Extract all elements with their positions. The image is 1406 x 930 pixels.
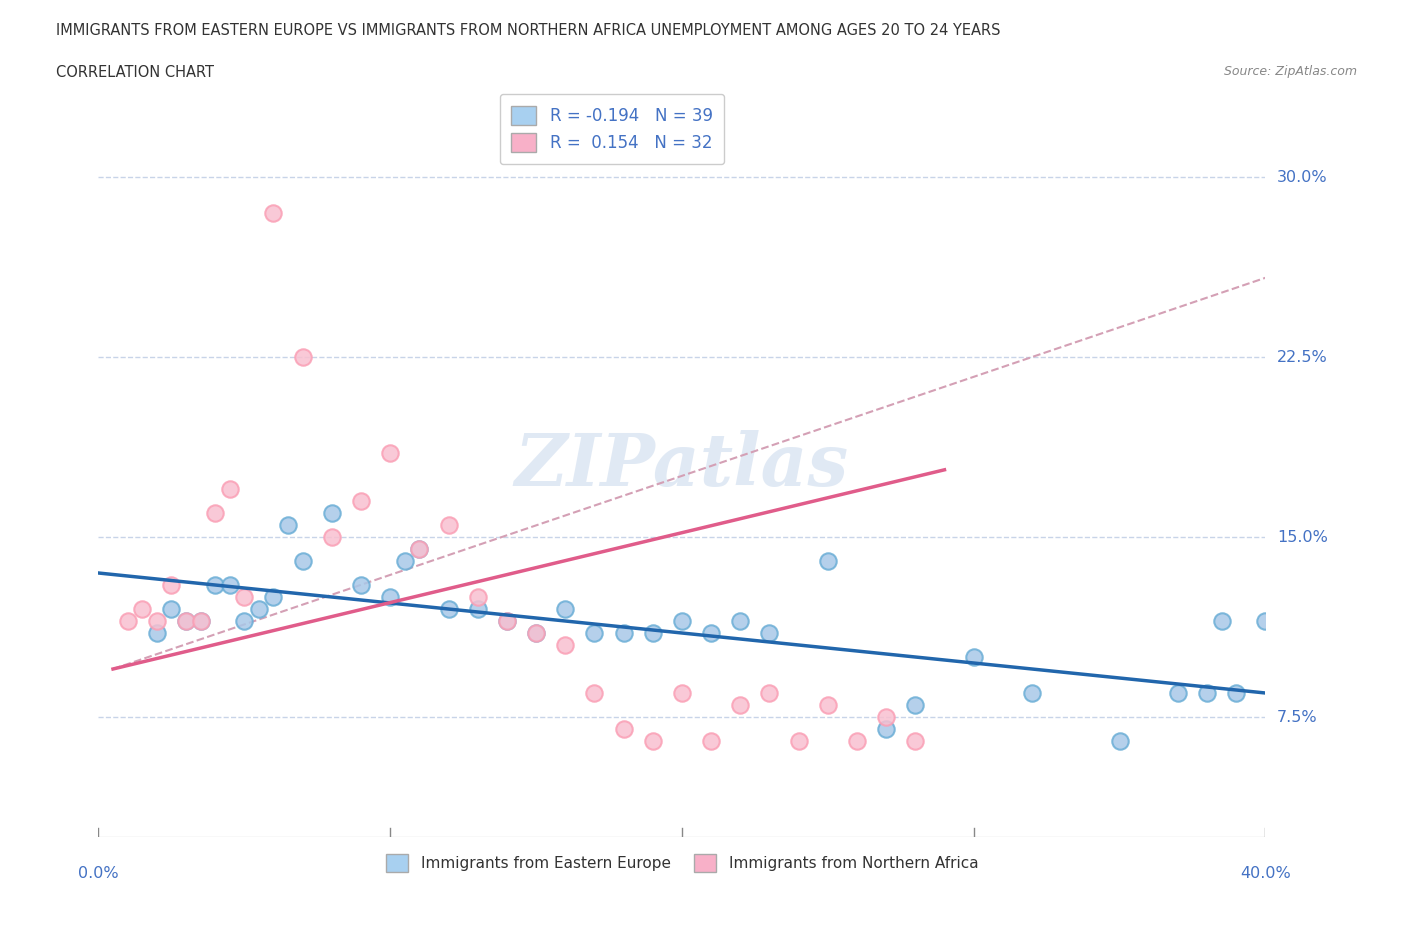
Point bbox=[554, 638, 576, 653]
Point bbox=[467, 602, 489, 617]
Point bbox=[233, 590, 256, 604]
Text: 7.5%: 7.5% bbox=[1277, 710, 1317, 724]
Point bbox=[671, 614, 693, 629]
Point bbox=[247, 602, 270, 617]
Point bbox=[1021, 685, 1043, 700]
Point bbox=[1108, 734, 1130, 749]
Point bbox=[1225, 685, 1247, 700]
Point bbox=[408, 541, 430, 556]
Point bbox=[758, 685, 780, 700]
Point bbox=[146, 614, 169, 629]
Point bbox=[904, 698, 927, 712]
Point bbox=[160, 602, 183, 617]
Point bbox=[291, 553, 314, 568]
Point bbox=[321, 506, 343, 521]
Point bbox=[524, 626, 547, 641]
Point bbox=[1211, 614, 1233, 629]
Point bbox=[117, 614, 139, 629]
Point bbox=[350, 578, 373, 592]
Point bbox=[262, 206, 284, 220]
Text: 30.0%: 30.0% bbox=[1277, 169, 1327, 184]
Point bbox=[641, 734, 664, 749]
Point bbox=[875, 722, 897, 737]
Point bbox=[380, 590, 402, 604]
Point bbox=[174, 614, 197, 629]
Point bbox=[321, 529, 343, 544]
Point bbox=[583, 685, 606, 700]
Point bbox=[131, 602, 153, 617]
Point bbox=[730, 698, 752, 712]
Point bbox=[204, 506, 226, 521]
Point bbox=[437, 602, 460, 617]
Point bbox=[671, 685, 693, 700]
Point bbox=[380, 445, 402, 460]
Text: 40.0%: 40.0% bbox=[1240, 866, 1291, 881]
Text: 15.0%: 15.0% bbox=[1277, 529, 1327, 544]
Text: ZIPatlas: ZIPatlas bbox=[515, 430, 849, 500]
Point bbox=[817, 698, 839, 712]
Point bbox=[496, 614, 519, 629]
Point bbox=[291, 350, 314, 365]
Text: Source: ZipAtlas.com: Source: ZipAtlas.com bbox=[1223, 65, 1357, 78]
Point bbox=[758, 626, 780, 641]
Text: 22.5%: 22.5% bbox=[1277, 350, 1327, 365]
Point bbox=[218, 482, 240, 497]
Point bbox=[817, 553, 839, 568]
Point bbox=[174, 614, 197, 629]
Point bbox=[437, 518, 460, 533]
Point bbox=[554, 602, 576, 617]
Point bbox=[204, 578, 226, 592]
Point bbox=[1167, 685, 1189, 700]
Text: IMMIGRANTS FROM EASTERN EUROPE VS IMMIGRANTS FROM NORTHERN AFRICA UNEMPLOYMENT A: IMMIGRANTS FROM EASTERN EUROPE VS IMMIGR… bbox=[56, 23, 1001, 38]
Point bbox=[612, 722, 634, 737]
Point bbox=[583, 626, 606, 641]
Point bbox=[233, 614, 256, 629]
Legend: Immigrants from Eastern Europe, Immigrants from Northern Africa: Immigrants from Eastern Europe, Immigran… bbox=[380, 848, 984, 878]
Point bbox=[218, 578, 240, 592]
Point bbox=[190, 614, 212, 629]
Point bbox=[1195, 685, 1218, 700]
Point bbox=[700, 626, 723, 641]
Point bbox=[146, 626, 169, 641]
Point bbox=[846, 734, 869, 749]
Point bbox=[277, 518, 299, 533]
Point bbox=[190, 614, 212, 629]
Point bbox=[262, 590, 284, 604]
Point bbox=[467, 590, 489, 604]
Text: 0.0%: 0.0% bbox=[79, 866, 118, 881]
Point bbox=[700, 734, 723, 749]
Point bbox=[496, 614, 519, 629]
Point bbox=[160, 578, 183, 592]
Point bbox=[787, 734, 810, 749]
Point bbox=[350, 494, 373, 509]
Point bbox=[612, 626, 634, 641]
Point bbox=[524, 626, 547, 641]
Point bbox=[904, 734, 927, 749]
Point bbox=[408, 541, 430, 556]
Point bbox=[641, 626, 664, 641]
Point bbox=[394, 553, 416, 568]
Point bbox=[875, 710, 897, 724]
Point bbox=[962, 649, 984, 664]
Point bbox=[730, 614, 752, 629]
Point bbox=[1254, 614, 1277, 629]
Text: CORRELATION CHART: CORRELATION CHART bbox=[56, 65, 214, 80]
